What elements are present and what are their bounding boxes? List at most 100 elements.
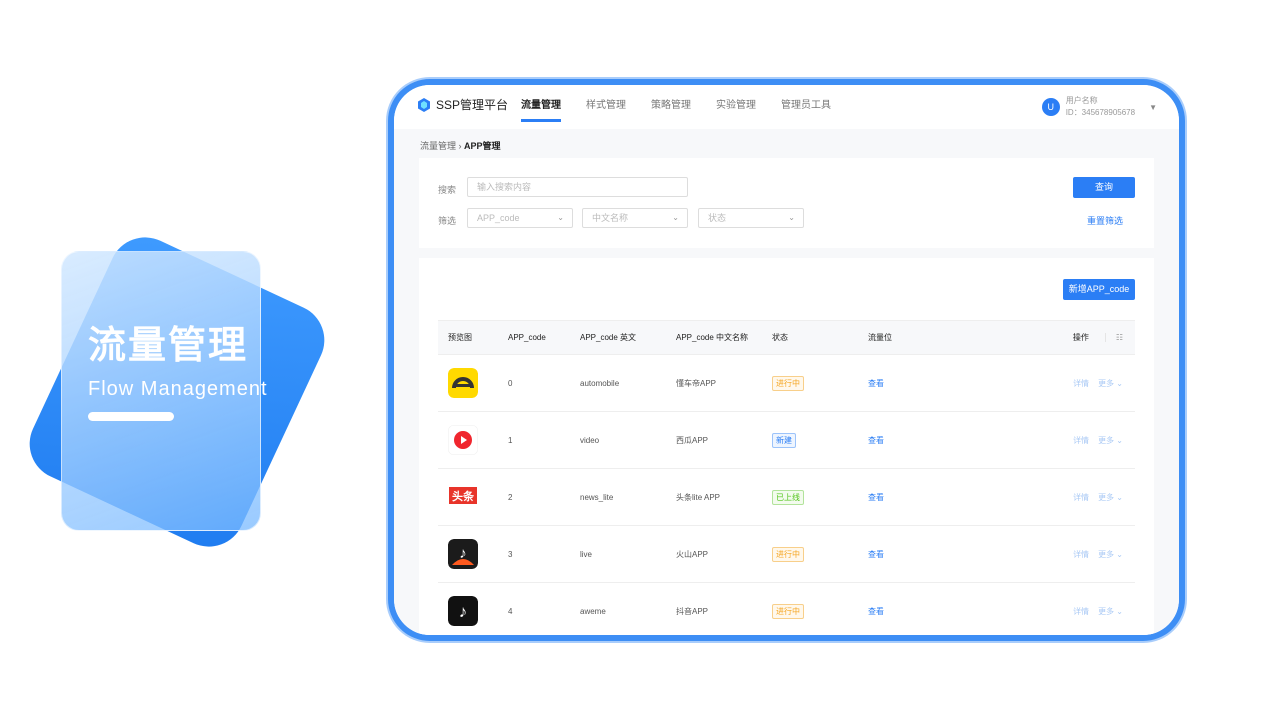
news-app-icon: 头条 bbox=[448, 482, 508, 512]
app-en: news_lite bbox=[580, 468, 676, 526]
detail-link[interactable]: 详情 bbox=[1073, 378, 1090, 388]
app-cn: 抖音APP bbox=[676, 582, 772, 635]
search-input[interactable]: 输入搜索内容 bbox=[467, 177, 688, 197]
chevron-down-icon: ⌄ bbox=[788, 213, 795, 222]
main-nav: 流量管理 样式管理 策略管理 实验管理 管理员工具 bbox=[521, 85, 856, 129]
detail-link[interactable]: 详情 bbox=[1073, 606, 1090, 616]
content-area: 流量管理 › APP管理 搜索 输入搜索内容 筛选 APP_code ⌄ 中文名称… bbox=[394, 129, 1179, 635]
device-frame: SSP管理平台 流量管理 样式管理 策略管理 实验管理 管理员工具 U 用户名称 ID：3… bbox=[388, 79, 1185, 641]
app-en: automobile bbox=[580, 354, 676, 412]
app-code: 1 bbox=[508, 411, 580, 469]
app-cn: 火山APP bbox=[676, 525, 772, 583]
app-cn: 西瓜APP bbox=[676, 411, 772, 469]
caret-down-icon[interactable]: ▼ bbox=[1149, 102, 1157, 112]
nav-item[interactable]: 样式管理 bbox=[586, 100, 626, 111]
promo-title-en: Flow Management bbox=[88, 378, 268, 400]
select-app-code[interactable]: APP_code ⌄ bbox=[467, 208, 573, 228]
chevron-down-icon: ⌄ bbox=[1116, 606, 1123, 616]
detail-link[interactable]: 详情 bbox=[1073, 435, 1090, 445]
promo-card: 流量管理 Flow Management bbox=[61, 251, 267, 531]
detail-link[interactable]: 详情 bbox=[1073, 549, 1090, 559]
table-row: ♪ 3 live 火山APP 进行中 查看 详情 更多 ⌄ bbox=[438, 525, 1135, 583]
more-dropdown[interactable]: 更多 ⌄ bbox=[1098, 435, 1123, 445]
nav-item[interactable]: 管理员工具 bbox=[781, 100, 831, 111]
user-menu[interactable]: U 用户名称 ID：345678905678 ▼ bbox=[1041, 95, 1157, 119]
search-label: 搜索 bbox=[438, 185, 457, 195]
nav-item[interactable]: 流量管理 bbox=[521, 85, 561, 122]
add-app-code-button[interactable]: 新增APP_code bbox=[1063, 279, 1135, 300]
logo-text: SSP管理平台 bbox=[436, 98, 509, 112]
chevron-down-icon: ⌄ bbox=[1116, 378, 1123, 388]
svg-text:头条: 头条 bbox=[452, 489, 475, 503]
more-dropdown[interactable]: 更多 ⌄ bbox=[1098, 549, 1123, 559]
filter-label: 筛选 bbox=[438, 216, 457, 226]
breadcrumb-current: APP管理 bbox=[464, 141, 501, 151]
huoshan-app-icon: ♪ bbox=[448, 539, 508, 569]
user-id: ID：345678905678 bbox=[1065, 108, 1136, 117]
detail-link[interactable]: 详情 bbox=[1073, 492, 1090, 502]
app-code: 0 bbox=[508, 354, 580, 412]
app-cn: 懂车帝APP bbox=[676, 354, 772, 412]
status-badge: 新建 bbox=[772, 432, 796, 448]
promo-title-cn: 流量管理 bbox=[88, 325, 249, 367]
app-code: 3 bbox=[508, 525, 580, 583]
view-traffic-link[interactable]: 查看 bbox=[868, 549, 884, 559]
breadcrumb-sep: › bbox=[458, 141, 462, 151]
column-header: 状态 bbox=[772, 320, 868, 355]
chevron-down-icon: ⌄ bbox=[1116, 435, 1123, 445]
status-badge: 进行中 bbox=[772, 375, 804, 391]
douyin-app-icon: ♪ bbox=[448, 596, 508, 626]
more-dropdown[interactable]: 更多 ⌄ bbox=[1098, 606, 1123, 616]
app-en: video bbox=[580, 411, 676, 469]
app-en: live bbox=[580, 525, 676, 583]
view-traffic-link[interactable]: 查看 bbox=[868, 435, 884, 445]
more-dropdown[interactable]: 更多 ⌄ bbox=[1098, 378, 1123, 388]
column-header: 流量位 bbox=[868, 320, 1048, 355]
app-cn: 头条lite APP bbox=[676, 468, 772, 526]
user-name: 用户名称 bbox=[1065, 96, 1098, 105]
logo[interactable]: SSP管理平台 bbox=[416, 96, 508, 113]
query-button[interactable]: 查询 bbox=[1073, 177, 1135, 198]
status-badge: 进行中 bbox=[772, 546, 804, 562]
table-card: 新增APP_code 预览图 APP_code APP_code 英文 APP_cod… bbox=[419, 258, 1154, 635]
avatar: U bbox=[1041, 98, 1060, 116]
column-header: 操作 ☷ bbox=[1048, 320, 1135, 355]
nav-item[interactable]: 实验管理 bbox=[716, 100, 756, 111]
filter-panel: 搜索 输入搜索内容 筛选 APP_code ⌄ 中文名称 ⌄ 状态 ⌄ 查询 重置筛选 bbox=[419, 158, 1154, 248]
column-header: 预览图 bbox=[438, 320, 508, 355]
view-traffic-link[interactable]: 查看 bbox=[868, 606, 884, 616]
top-header: SSP管理平台 流量管理 样式管理 策略管理 实验管理 管理员工具 U 用户名称 ID：3… bbox=[394, 85, 1179, 129]
more-dropdown[interactable]: 更多 ⌄ bbox=[1098, 492, 1123, 502]
video-app-icon bbox=[448, 425, 508, 455]
breadcrumb-parent[interactable]: 流量管理 bbox=[420, 141, 457, 151]
table-row: 0 automobile 懂车帝APP 进行中 查看 详情 更多 ⌄ bbox=[438, 354, 1135, 412]
status-badge: 已上线 bbox=[772, 489, 804, 505]
car-app-icon bbox=[448, 368, 508, 398]
svg-text:♪: ♪ bbox=[459, 602, 468, 621]
column-settings-icon[interactable]: ☷ bbox=[1104, 333, 1123, 342]
select-status[interactable]: 状态 ⌄ bbox=[698, 208, 804, 228]
reset-filter-link[interactable]: 重置筛选 bbox=[1087, 216, 1124, 226]
chevron-down-icon: ⌄ bbox=[672, 213, 679, 222]
chevron-down-icon: ⌄ bbox=[1116, 492, 1123, 502]
select-cn-name[interactable]: 中文名称 ⌄ bbox=[582, 208, 688, 228]
chevron-down-icon: ⌄ bbox=[557, 213, 564, 222]
table-row: 头条 2 news_lite 头条lite APP 已上线 查看 详情 更多 ⌄ bbox=[438, 468, 1135, 526]
column-header: APP_code bbox=[508, 320, 580, 355]
column-header: APP_code 英文 bbox=[580, 320, 676, 355]
chevron-down-icon: ⌄ bbox=[1116, 549, 1123, 559]
app-en: aweme bbox=[580, 582, 676, 635]
view-traffic-link[interactable]: 查看 bbox=[868, 378, 884, 388]
status-badge: 进行中 bbox=[772, 603, 804, 619]
table-row: ♪ 4 aweme 抖音APP 进行中 查看 详情 更多 ⌄ bbox=[438, 582, 1135, 635]
column-header: APP_code 中文名称 bbox=[676, 320, 772, 355]
nav-item[interactable]: 策略管理 bbox=[651, 100, 691, 111]
svg-text:♪: ♪ bbox=[459, 545, 467, 562]
table-row: 1 video 西瓜APP 新建 查看 详情 更多 ⌄ bbox=[438, 411, 1135, 469]
breadcrumb: 流量管理 › APP管理 bbox=[420, 139, 501, 152]
app-code: 4 bbox=[508, 582, 580, 635]
cube-logo-icon bbox=[418, 97, 430, 112]
view-traffic-link[interactable]: 查看 bbox=[868, 492, 884, 502]
promo-bar bbox=[88, 412, 174, 421]
app-table: 预览图 APP_code APP_code 英文 APP_code 中文名称 状态 流量位… bbox=[438, 320, 1135, 635]
